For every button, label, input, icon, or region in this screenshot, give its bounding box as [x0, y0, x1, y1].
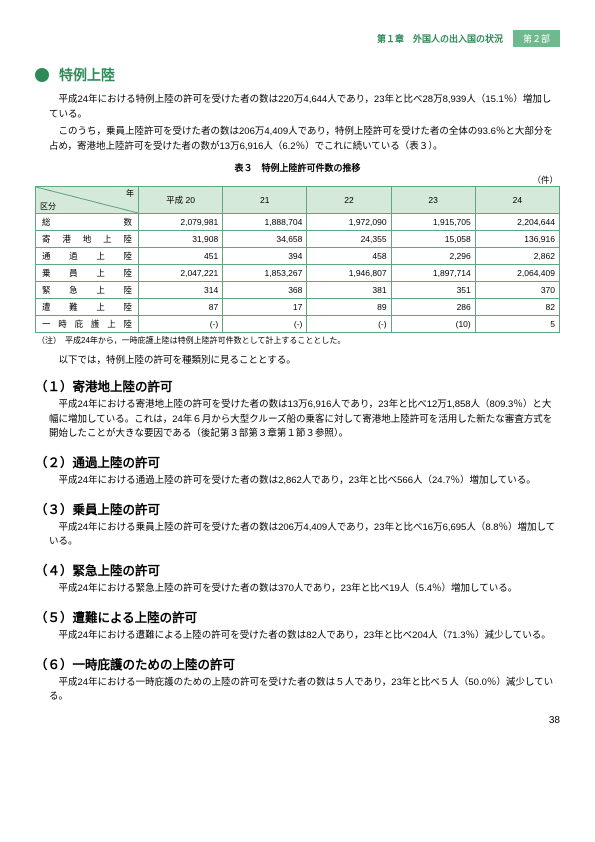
cell: (-) — [139, 315, 223, 332]
bullet-icon — [35, 68, 49, 82]
subsections: （１）寄港地上陸の許可平成24年における寄港地上陸の許可を受けた者の数は13万6… — [35, 376, 560, 705]
cell: 136,916 — [475, 230, 559, 247]
cell: 394 — [223, 247, 307, 264]
subsection-para: 平成24年における通過上陸の許可を受けた者の数は2,862人であり，23年と比べ… — [49, 474, 560, 489]
cell: 2,047,221 — [139, 264, 223, 281]
cell: 2,079,981 — [139, 213, 223, 230]
cell: 286 — [391, 298, 475, 315]
row-label: 乗 員 上 陸 — [36, 264, 139, 281]
row-label: 寄 港 地 上 陸 — [36, 230, 139, 247]
table-row: 緊 急 上 陸314368381351370 — [36, 281, 560, 298]
table-unit: （件） — [35, 174, 558, 186]
data-table: 年区分平成 2021222324 総 数2,079,9811,888,7041,… — [35, 186, 560, 333]
year-header: 22 — [307, 186, 391, 213]
chapter-label: 第１章 外国人の出入国の状況 — [377, 32, 503, 45]
table-row: 総 数2,079,9811,888,7041,972,0901,915,7052… — [36, 213, 560, 230]
year-header: 平成 20 — [139, 186, 223, 213]
table-corner: 年区分 — [36, 186, 139, 213]
table-row: 通 過 上 陸4513944582,2962,862 — [36, 247, 560, 264]
cell: 1,897,714 — [391, 264, 475, 281]
table-row: 遭 難 上 陸87178928682 — [36, 298, 560, 315]
cell: 5 — [475, 315, 559, 332]
subsection-title: （２）通過上陸の許可 — [35, 452, 560, 471]
cell: 458 — [307, 247, 391, 264]
cell: 1,972,090 — [307, 213, 391, 230]
cell: 2,064,409 — [475, 264, 559, 281]
table-caption: 表３ 特例上陸許可件数の推移 — [35, 161, 560, 174]
cell: 89 — [307, 298, 391, 315]
subsection-title: （４）緊急上陸の許可 — [35, 560, 560, 579]
subsection-title: （１）寄港地上陸の許可 — [35, 376, 560, 395]
corner-year: 年 — [126, 188, 134, 199]
cell: 87 — [139, 298, 223, 315]
subsection-title: （５）遭難による上陸の許可 — [35, 607, 560, 626]
cell: (-) — [307, 315, 391, 332]
intro-para: このうち，乗員上陸許可を受けた者の数は206万4,409人であり，特例上陸許可を… — [49, 125, 560, 154]
cell: 31,908 — [139, 230, 223, 247]
table-row: 寄 港 地 上 陸31,90834,65824,35515,058136,916 — [36, 230, 560, 247]
row-label: 通 過 上 陸 — [36, 247, 139, 264]
part-badge: 第２部 — [513, 30, 560, 47]
cell: 368 — [223, 281, 307, 298]
cell: 1,946,807 — [307, 264, 391, 281]
subsection-title: （６）一時庇護のための上陸の許可 — [35, 654, 560, 673]
table-row: 一 時 庇 護 上 陸(-)(-)(-)(10)5 — [36, 315, 560, 332]
subsection-para: 平成24年における緊急上陸の許可を受けた者の数は370人であり，23年と比べ19… — [49, 582, 560, 597]
cell: 1,888,704 — [223, 213, 307, 230]
subsection-para: 平成24年における乗員上陸の許可を受けた者の数は206万4,409人であり，23… — [49, 521, 560, 550]
cell: 34,658 — [223, 230, 307, 247]
subsection-para: 平成24年における一時庇護のための上陸の許可を受けた者の数は５人であり，23年と… — [49, 676, 560, 705]
row-label: 遭 難 上 陸 — [36, 298, 139, 315]
year-header: 21 — [223, 186, 307, 213]
cell: 1,915,705 — [391, 213, 475, 230]
cell: 2,296 — [391, 247, 475, 264]
subsection-para: 平成24年における遭難による上陸の許可を受けた者の数は82人であり，23年と比べ… — [49, 629, 560, 644]
page-header: 第１章 外国人の出入国の状況 第２部 — [35, 30, 560, 47]
cell: 314 — [139, 281, 223, 298]
cell: 15,058 — [391, 230, 475, 247]
subsection-title: （３）乗員上陸の許可 — [35, 499, 560, 518]
row-label: 一 時 庇 護 上 陸 — [36, 315, 139, 332]
cell: 24,355 — [307, 230, 391, 247]
cell: 17 — [223, 298, 307, 315]
cell: 370 — [475, 281, 559, 298]
year-header: 24 — [475, 186, 559, 213]
corner-category: 区分 — [40, 201, 56, 212]
cell: 351 — [391, 281, 475, 298]
cell: (-) — [223, 315, 307, 332]
cell: (10) — [391, 315, 475, 332]
follow-text: 以下では，特例上陸の許可を種類別に見ることとする。 — [49, 352, 560, 366]
page-number: 38 — [35, 715, 560, 726]
intro-para: 平成24年における特例上陸の許可を受けた者の数は220万4,644人であり，23… — [49, 93, 560, 122]
table-note: （注） 平成24年から，一時庇護上陸は特例上陸許可件数として計上することとした。 — [37, 335, 560, 346]
row-label: 緊 急 上 陸 — [36, 281, 139, 298]
cell: 2,204,644 — [475, 213, 559, 230]
section-head: 特例上陸 — [35, 65, 560, 85]
row-label: 総 数 — [36, 213, 139, 230]
cell: 451 — [139, 247, 223, 264]
cell: 82 — [475, 298, 559, 315]
section-title: 特例上陸 — [59, 65, 115, 85]
cell: 381 — [307, 281, 391, 298]
intro-paragraphs: 平成24年における特例上陸の許可を受けた者の数は220万4,644人であり，23… — [35, 93, 560, 155]
subsection-para: 平成24年における寄港地上陸の許可を受けた者の数は13万6,916人であり，23… — [49, 398, 560, 442]
year-header: 23 — [391, 186, 475, 213]
cell: 1,853,267 — [223, 264, 307, 281]
table-row: 乗 員 上 陸2,047,2211,853,2671,946,8071,897,… — [36, 264, 560, 281]
cell: 2,862 — [475, 247, 559, 264]
